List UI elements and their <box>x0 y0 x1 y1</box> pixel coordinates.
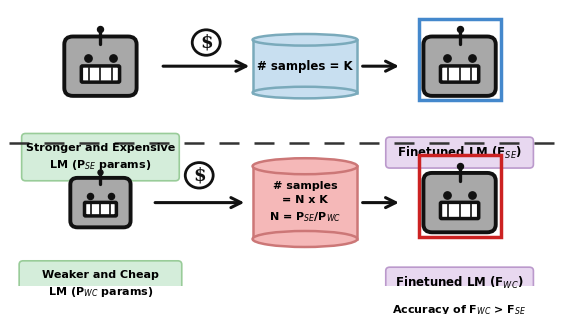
Text: Weaker and Cheap
LM (P$_{WC}$ params): Weaker and Cheap LM (P$_{WC}$ params) <box>42 270 159 299</box>
Circle shape <box>192 30 220 55</box>
FancyBboxPatch shape <box>386 137 533 168</box>
Text: $: $ <box>193 166 206 184</box>
Ellipse shape <box>253 231 357 247</box>
Ellipse shape <box>253 34 357 46</box>
Text: Stronger and Expensive
LM (P$_{SE}$ params): Stronger and Expensive LM (P$_{SE}$ para… <box>26 143 175 172</box>
FancyBboxPatch shape <box>81 66 120 82</box>
Ellipse shape <box>253 158 357 174</box>
Bar <box>253 166 357 239</box>
Circle shape <box>185 163 213 188</box>
Text: # samples = K: # samples = K <box>257 60 353 73</box>
Ellipse shape <box>253 87 357 98</box>
Text: Finetuned LM (F$_{WC}$): Finetuned LM (F$_{WC}$) <box>395 275 524 291</box>
Text: Accuracy of F$_{WC}$ > F$_{SE}$: Accuracy of F$_{WC}$ > F$_{SE}$ <box>392 303 527 314</box>
Bar <box>253 40 357 93</box>
FancyBboxPatch shape <box>85 203 116 216</box>
FancyBboxPatch shape <box>19 261 182 308</box>
FancyBboxPatch shape <box>22 133 179 181</box>
FancyBboxPatch shape <box>441 66 479 82</box>
FancyBboxPatch shape <box>65 36 137 96</box>
Text: Finetuned LM (F$_{SE}$): Finetuned LM (F$_{SE}$) <box>397 144 522 161</box>
FancyBboxPatch shape <box>386 267 533 298</box>
FancyBboxPatch shape <box>423 36 496 96</box>
FancyBboxPatch shape <box>441 202 479 219</box>
FancyBboxPatch shape <box>373 294 546 314</box>
FancyBboxPatch shape <box>70 178 131 227</box>
Text: # samples
= N x K
N = P$_{SE}$/P$_{WC}$: # samples = N x K N = P$_{SE}$/P$_{WC}$ <box>269 181 341 224</box>
Text: $: $ <box>200 34 213 51</box>
FancyBboxPatch shape <box>423 173 496 232</box>
